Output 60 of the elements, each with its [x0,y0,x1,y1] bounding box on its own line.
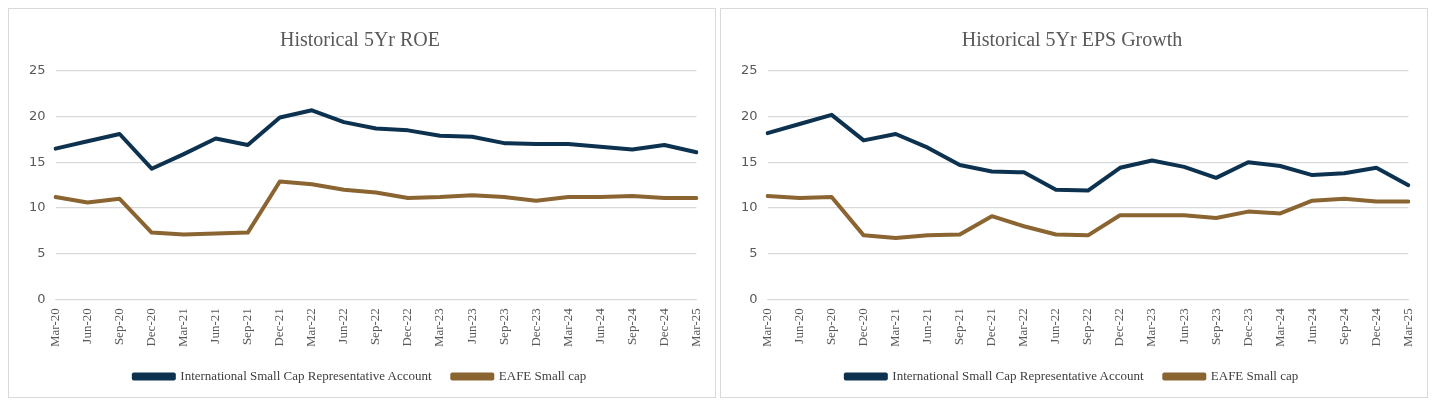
x-tick-label: Mar-21 [175,308,191,348]
x-tick-label: Dec-21 [271,308,287,347]
x-tick-label: Sep-22 [1079,308,1095,346]
x-tick-label: Sep-20 [823,308,839,346]
x-tick-label: Dec-22 [1111,308,1127,347]
legend-label: International Small Cap Representative Account [180,367,432,383]
x-tick-label: Jun-24 [1303,307,1319,344]
x-tick-label: Dec-20 [143,308,159,347]
x-tick-label: Dec-23 [527,308,543,347]
x-tick-label: Jun-23 [463,308,479,344]
x-tick-label: Mar-20 [46,308,62,348]
legend-label: EAFE Small cap [498,367,587,383]
legend-label: EAFE Small cap [1210,367,1299,383]
y-tick-label: 20 [29,108,46,124]
y-tick-label: 15 [741,153,758,169]
x-tick-label: Jun-22 [335,308,351,344]
x-tick-label: Mar-24 [1271,307,1287,348]
y-tick-label: 0 [749,290,758,306]
x-tick-label: Mar-22 [1015,308,1031,348]
x-tick-label: Mar-22 [303,308,319,348]
x-tick-label: Dec-20 [855,308,871,347]
x-tick-label: Jun-24 [591,307,607,344]
x-tick-label: Mar-25 [687,308,703,348]
y-tick-label: 25 [29,62,46,78]
y-tick-label: 15 [29,153,46,169]
x-tick-label: Jun-21 [207,308,223,344]
x-tick-label: Jun-20 [79,308,95,344]
y-tick-label: 20 [741,108,758,124]
x-tick-label: Jun-20 [791,308,807,344]
x-tick-label: Sep-23 [1207,308,1223,346]
x-tick-label: Mar-20 [758,308,774,348]
x-tick-label: Jun-21 [919,308,935,344]
y-tick-label: 0 [37,290,46,306]
x-tick-label: Sep-24 [623,307,639,346]
x-tick-label: Jun-22 [1047,308,1063,344]
x-tick-label: Sep-23 [495,308,511,346]
x-tick-label: Mar-23 [1143,308,1159,348]
x-tick-label: Dec-22 [399,308,415,347]
chart-title: Historical 5Yr ROE [280,28,440,51]
x-tick-label: Dec-21 [983,308,999,347]
y-tick-label: 10 [29,199,46,215]
x-tick-label: Mar-21 [887,308,903,348]
x-tick-label: Mar-25 [1399,308,1415,348]
x-tick-label: Dec-24 [655,307,671,347]
x-tick-label: Mar-23 [431,308,447,348]
x-tick-label: Jun-23 [1175,308,1191,344]
x-tick-label: Sep-24 [1335,307,1351,346]
legend-label: International Small Cap Representative Account [892,367,1144,383]
x-tick-label: Sep-20 [111,308,127,346]
y-tick-label: 5 [37,244,46,260]
chart-title: Historical 5Yr EPS Growth [961,28,1183,51]
x-tick-label: Dec-24 [1367,307,1383,347]
x-tick-label: Sep-22 [367,308,383,346]
x-tick-label: Sep-21 [951,308,967,346]
y-tick-label: 25 [741,62,758,78]
x-tick-label: Dec-23 [1239,308,1255,347]
x-tick-label: Sep-21 [239,308,255,346]
y-tick-label: 10 [741,199,758,215]
y-tick-label: 5 [749,244,758,260]
x-tick-label: Mar-24 [559,307,575,348]
